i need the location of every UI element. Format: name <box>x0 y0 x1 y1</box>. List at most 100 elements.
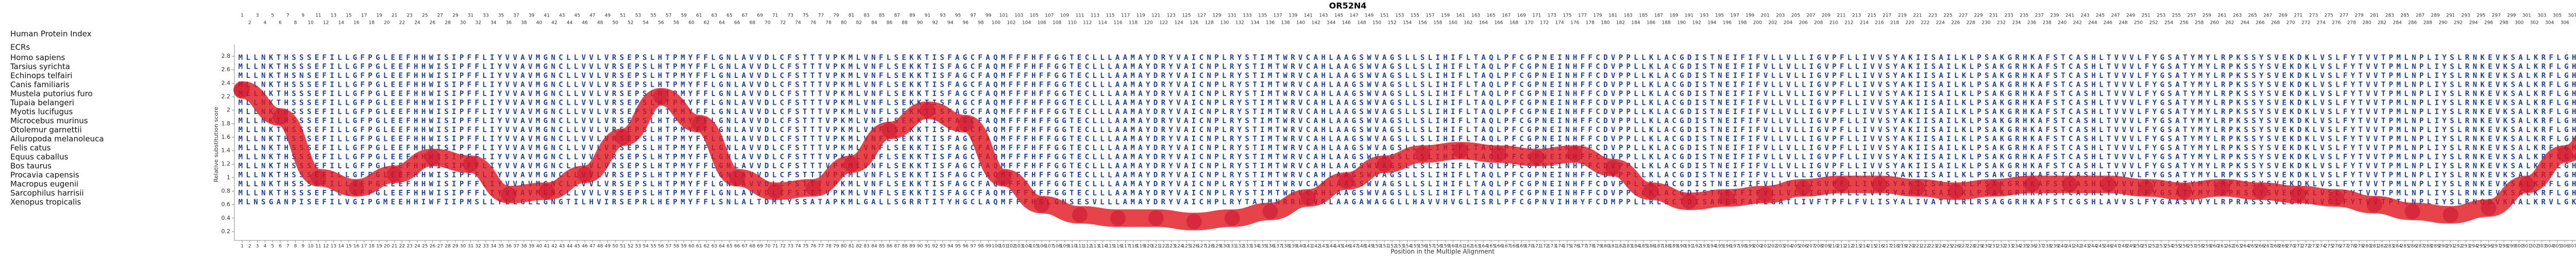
top-position-label: 65 <box>726 13 732 19</box>
x-tick-label: 303 <box>2537 244 2546 249</box>
top-position-label: 20 <box>384 21 390 26</box>
top-position-label: 133 <box>1243 13 1252 19</box>
top-position-label: 12 <box>323 21 329 26</box>
x-tick-label: 50 <box>613 244 619 249</box>
species-name: Xenopus tropicalis <box>10 198 81 207</box>
x-tick-label: 81 <box>849 244 854 249</box>
x-tick-label: 69 <box>757 244 763 249</box>
x-tick-label: 5 <box>271 244 274 249</box>
score-point <box>958 116 974 132</box>
x-tick-label: 183 <box>1624 244 1633 249</box>
top-position-label: 21 <box>392 13 397 19</box>
top-position-label: 84 <box>871 21 877 26</box>
top-position-label: 200 <box>1753 21 1762 26</box>
x-tick-label: 141 <box>1304 244 1313 249</box>
top-position-label: 108 <box>1053 21 1061 26</box>
x-tick-label: 185 <box>1639 244 1648 249</box>
y-tick-label: 0.6 <box>222 201 231 208</box>
score-point <box>1834 176 1850 192</box>
x-tick-label: 178 <box>1586 244 1595 249</box>
score-point <box>2176 183 2192 199</box>
top-position-label: 148 <box>1357 21 1366 26</box>
x-tick-label: 228 <box>1967 244 1975 249</box>
x-tick-label: 80 <box>841 244 847 249</box>
x-tick-label: 109 <box>1060 244 1069 249</box>
score-point <box>2062 176 2078 192</box>
top-position-label: 226 <box>1951 21 1960 26</box>
x-tick-label: 245 <box>2096 244 2105 249</box>
top-position-label: 113 <box>1091 13 1099 19</box>
top-position-label: 293 <box>2462 13 2470 19</box>
top-position-label: 47 <box>589 13 595 19</box>
score-point <box>1453 143 1468 159</box>
species-name: Tarsius syrichta <box>10 62 70 71</box>
x-tick-label: 24 <box>414 244 420 249</box>
x-tick-label: 127 <box>1197 244 1206 249</box>
score-point <box>1490 146 1506 162</box>
x-tick-label: 91 <box>925 244 930 249</box>
x-tick-label: 229 <box>1974 244 1983 249</box>
x-tick-label: 288 <box>2424 244 2432 249</box>
x-tick-label: 281 <box>2370 244 2379 249</box>
x-tick-label: 136 <box>1266 244 1275 249</box>
x-tick-label: 87 <box>894 244 900 249</box>
top-position-label: 117 <box>1121 13 1130 19</box>
x-tick-label: 143 <box>1319 244 1328 249</box>
top-position-label: 168 <box>1510 21 1518 26</box>
top-position-label: 265 <box>2248 13 2257 19</box>
top-position-label: 130 <box>1220 21 1229 26</box>
top-position-label: 162 <box>1464 21 1472 26</box>
top-position-label: 49 <box>605 13 611 19</box>
top-position-label: 284 <box>2393 21 2402 26</box>
x-tick-label: 186 <box>1647 244 1655 249</box>
x-tick-label: 194 <box>1707 244 1716 249</box>
top-position-label: 103 <box>1014 13 1023 19</box>
x-tick-label: 184 <box>1631 244 1640 249</box>
x-tick-label: 137 <box>1274 244 1282 249</box>
top-position-label: 144 <box>1327 21 1335 26</box>
top-position-label: 246 <box>2104 21 2112 26</box>
top-position-label: 245 <box>2096 13 2105 19</box>
x-tick-label: 29 <box>452 244 459 249</box>
top-position-label: 305 <box>2553 13 2562 19</box>
x-tick-label: 129 <box>1212 244 1221 249</box>
top-position-label: 34 <box>490 21 497 26</box>
x-tick-label: 213 <box>1852 244 1861 249</box>
top-position-label: 224 <box>1936 21 1945 26</box>
top-position-label: 71 <box>772 13 778 19</box>
x-tick-label: 46 <box>582 244 588 249</box>
x-tick-label: 249 <box>2126 244 2135 249</box>
x-tick-label: 61 <box>696 244 702 249</box>
top-position-label: 299 <box>2507 13 2516 19</box>
x-tick-label: 301 <box>2522 244 2531 249</box>
top-position-label: 270 <box>2286 21 2295 26</box>
top-position-label: 289 <box>2431 13 2439 19</box>
top-position-label: 112 <box>1083 21 1092 26</box>
x-tick-label: 59 <box>681 244 687 249</box>
x-tick-label: 35 <box>498 244 504 249</box>
top-position-label: 4 <box>263 21 266 26</box>
x-tick-label: 125 <box>1182 244 1191 249</box>
top-position-label: 156 <box>1418 21 1427 26</box>
top-position-label: 239 <box>2050 13 2059 19</box>
top-position-label: 174 <box>1555 21 1564 26</box>
x-tick-label: 163 <box>1471 244 1480 249</box>
top-position-label: 150 <box>1372 21 1381 26</box>
x-tick-label: 223 <box>1928 244 1937 249</box>
top-position-label: 172 <box>1540 21 1549 26</box>
x-tick-label: 240 <box>2058 244 2066 249</box>
top-position-label: 178 <box>1586 21 1595 26</box>
x-tick-label: 211 <box>1837 244 1845 249</box>
x-tick-label: 190 <box>1677 244 1686 249</box>
top-position-label: 231 <box>1989 13 1998 19</box>
top-position-label: 195 <box>1715 13 1724 19</box>
x-tick-label: 77 <box>818 244 824 249</box>
x-tick-label: 239 <box>2050 244 2059 249</box>
top-position-label: 240 <box>2058 21 2066 26</box>
top-position-label: 63 <box>711 13 717 19</box>
x-tick-label: 176 <box>1570 244 1579 249</box>
top-position-label: 98 <box>978 21 984 26</box>
score-point <box>1072 207 1088 223</box>
top-position-label: 177 <box>1578 13 1587 19</box>
x-tick-label: 14 <box>338 244 344 249</box>
